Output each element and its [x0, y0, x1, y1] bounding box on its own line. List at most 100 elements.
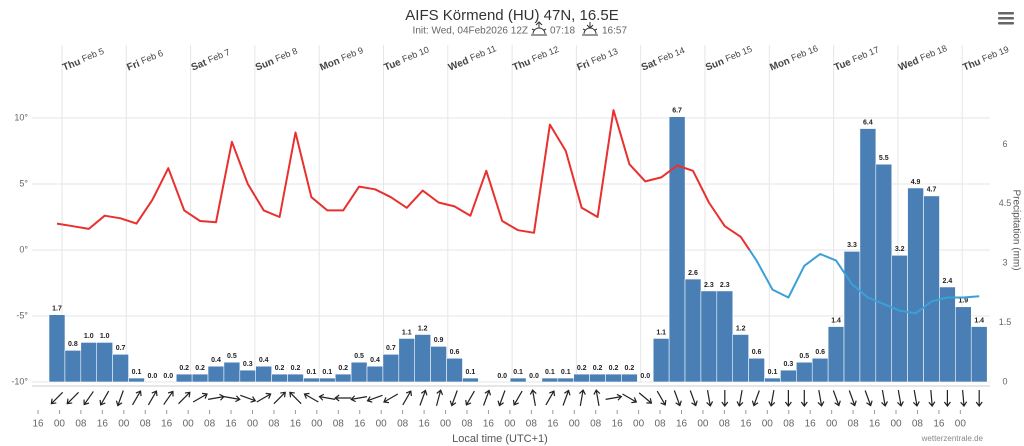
precip-bar: [573, 373, 591, 383]
precip-bar: [843, 251, 861, 383]
bar-value-label: 0.1: [132, 369, 142, 376]
day-date: Feb 7: [207, 47, 232, 65]
precip-bar: [605, 373, 622, 383]
precip-bar: [557, 377, 575, 383]
wind-arrow: [673, 390, 682, 407]
x-tick-label: 16: [32, 419, 44, 430]
day-weekday: Sat: [190, 57, 209, 73]
precip-bar: [795, 361, 813, 383]
wind-arrow: [897, 390, 904, 407]
wind-arrow: [800, 390, 808, 407]
bar-value-label: 0.4: [370, 357, 380, 364]
wind-arrow: [605, 393, 623, 401]
precip-bar: [239, 369, 257, 383]
wind-arrow: [562, 389, 571, 406]
bar-value-label: 3.3: [847, 242, 857, 249]
wind-arrow: [656, 390, 667, 406]
sunrise-icon: [531, 21, 547, 36]
precip-bar: [748, 357, 765, 383]
temperature-line: [56, 109, 980, 315]
day-date: Feb 18: [919, 43, 949, 63]
wind-arrow: [529, 389, 537, 406]
wind-arrow: [449, 390, 458, 407]
precip-bar: [652, 338, 670, 383]
x-tick-label: 08: [204, 419, 216, 430]
y-tick-label: -10°: [11, 376, 28, 386]
precip-bar: [96, 342, 113, 383]
precip-bar: [939, 286, 956, 383]
day-label: Wed Feb 11: [447, 44, 499, 74]
precip-bar: [207, 365, 225, 383]
bar-value-label: 0.0: [529, 373, 539, 380]
bar-value-label: 1.1: [656, 329, 666, 336]
wind-arrow: [83, 391, 94, 406]
x-tick-label: 00: [118, 419, 130, 430]
wind-arrow: [273, 391, 286, 405]
bar-value-label: 0.1: [513, 369, 523, 376]
precip-bar: [970, 326, 988, 383]
bar-value-label: 0.4: [259, 357, 269, 364]
precip-bar: [541, 377, 559, 383]
y-tick-label: -5°: [16, 310, 28, 320]
bar-value-label: 1.2: [736, 325, 746, 332]
bar-value-label: 0.5: [354, 353, 364, 360]
sunset-time: 16:57: [602, 26, 627, 37]
bar-value-label: 5.5: [879, 155, 889, 162]
wind-arrow: [960, 389, 968, 407]
bar-value-label: 2.6: [688, 270, 698, 277]
chart-subtitle: Init: Wed, 04Feb2026 12Z: [413, 26, 528, 37]
wind-arrow: [736, 390, 744, 407]
precip-bar: [271, 373, 288, 383]
day-weekday: Wed: [897, 55, 921, 73]
wind-arrow: [706, 390, 714, 407]
precip-bar: [923, 195, 940, 383]
bar-value-label: 1.1: [402, 329, 412, 336]
day-label: Wed Feb 18: [897, 43, 949, 73]
precip-bar: [64, 350, 82, 383]
x-tick-label: 08: [268, 419, 280, 430]
wind-arrow: [975, 390, 983, 407]
precip-bar: [462, 377, 479, 383]
y2-tick-label: 6: [1002, 139, 1007, 149]
x-tick-label: 00: [54, 419, 66, 430]
y-tick-label: 0°: [19, 244, 28, 254]
day-weekday: Fri: [125, 58, 141, 73]
wind-arrow: [303, 392, 319, 403]
bar-value-label: 0.3: [784, 361, 794, 368]
wind-arrow: [256, 392, 272, 403]
day-label: Thu Feb 12: [511, 44, 561, 73]
precip-bar: [827, 326, 845, 383]
bar-value-label: 0.6: [450, 349, 460, 356]
y-tick-label: 5°: [19, 178, 28, 188]
precip-bar: [446, 357, 463, 383]
chart-title: AIFS Körmend (HU) 47N, 16.5E: [405, 7, 618, 24]
wind-arrow: [240, 394, 257, 403]
precip-bar: [191, 373, 209, 383]
x-tick-label: 00: [440, 419, 452, 430]
bar-value-label: 0.1: [322, 369, 332, 376]
day-date: Feb 6: [140, 48, 165, 66]
bar-value-label: 1.4: [831, 317, 841, 324]
day-label: Fri Feb 6: [125, 48, 165, 73]
wind-arrow: [483, 389, 492, 406]
precip-bar: [684, 278, 702, 383]
precip-bar: [430, 346, 447, 383]
x-tick-label: 08: [75, 419, 87, 430]
x-tick-label: 08: [912, 419, 924, 430]
precip-bar: [175, 373, 193, 383]
x-tick-label: 16: [805, 419, 817, 430]
precip-bar: [287, 373, 304, 383]
precip-bar: [398, 338, 416, 383]
bar-value-label: 1.9: [958, 298, 968, 305]
x-tick-label: 16: [419, 419, 431, 430]
x-tick-label: 08: [140, 419, 152, 430]
x-tick-label: 16: [354, 419, 366, 430]
menu-button[interactable]: [998, 12, 1014, 25]
bar-value-label: 0.2: [291, 365, 301, 372]
wind-arrow: [912, 390, 920, 407]
x-tick-label: 08: [333, 419, 345, 430]
x-tick-label: 08: [654, 419, 666, 430]
x-tick-label: 00: [504, 419, 516, 430]
day-date: Feb 13: [590, 46, 620, 66]
